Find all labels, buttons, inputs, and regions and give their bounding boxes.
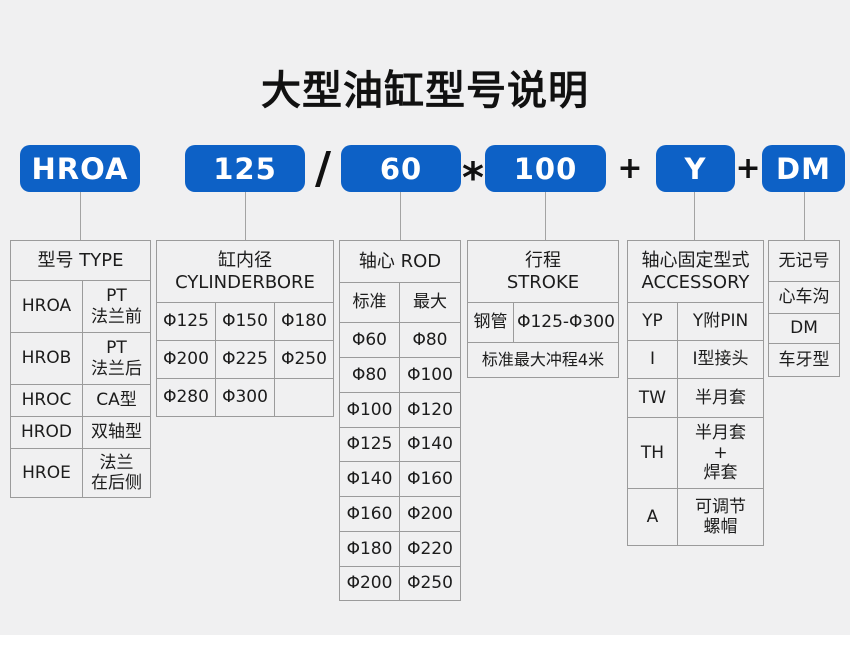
cell: 钢管: [467, 302, 514, 343]
cell: 无记号: [768, 240, 840, 282]
cell: CA型: [82, 384, 151, 417]
cell: I型接头: [677, 340, 764, 379]
cell: HROD: [10, 416, 83, 449]
model-code-badge-rod: 60: [341, 145, 461, 192]
connector-line-type: [80, 192, 81, 240]
rod-table-header: 轴心 ROD: [339, 240, 461, 283]
cell: HROC: [10, 384, 83, 417]
connector-line-accessory: [694, 192, 695, 240]
separator-asterisk: *: [460, 145, 486, 202]
cell: Φ100: [339, 392, 400, 428]
cell: Φ200: [156, 340, 216, 379]
cell: Φ180: [274, 302, 334, 341]
rod-table: 轴心 ROD 标准 最大 Φ60 Φ80 Φ80 Φ100 Φ100 Φ120 …: [339, 240, 461, 601]
cell: 法兰 在后侧: [82, 448, 151, 498]
cell: Φ100: [399, 357, 461, 393]
cell: Φ220: [399, 531, 461, 567]
connector-line-stroke: [545, 192, 546, 240]
accessory-table-header: 轴心固定型式 ACCESSORY: [627, 240, 764, 303]
cell: Φ280: [156, 378, 216, 417]
cell: HROE: [10, 448, 83, 498]
cell: HROB: [10, 332, 83, 385]
cell: Φ250: [399, 566, 461, 601]
cell: Φ200: [339, 566, 400, 601]
cell: 双轴型: [82, 416, 151, 449]
rod-subheader-standard: 标准: [339, 282, 400, 323]
cell: Φ125: [339, 427, 400, 462]
cell: Φ160: [399, 461, 461, 497]
cell: Φ125: [156, 302, 216, 341]
cell: Φ160: [339, 496, 400, 532]
cell: Φ150: [215, 302, 275, 341]
cell: 半月套 + 焊套: [677, 417, 764, 489]
cell: YP: [627, 302, 678, 341]
cell: Φ200: [399, 496, 461, 532]
cell: Φ180: [339, 531, 400, 567]
model-code-badge-bore: 125: [185, 145, 305, 192]
stroke-table-header: 行程 STROKE: [467, 240, 619, 303]
separator-plus-1: +: [617, 151, 643, 186]
page-title: 大型油缸型号说明: [261, 68, 589, 114]
cell: Φ60: [339, 322, 400, 358]
accessory-table: 轴心固定型式 ACCESSORY YP Y附PIN I I型接头 TW 半月套 …: [627, 240, 764, 546]
cell: TH: [627, 417, 678, 489]
cell: HROA: [10, 280, 83, 333]
cell: Φ80: [399, 322, 461, 358]
cell: A: [627, 488, 678, 546]
cell: Φ125-Φ300: [513, 302, 619, 343]
cell: 车牙型: [768, 343, 840, 377]
suffix-table: 无记号 心车沟 DM 车牙型: [768, 240, 840, 377]
type-table-header: 型号 TYPE: [10, 240, 151, 281]
model-code-badge-accessory: Y: [656, 145, 735, 192]
cell: Φ80: [339, 357, 400, 393]
cell: Φ140: [399, 427, 461, 462]
separator-slash: /: [314, 143, 332, 194]
model-code-badge-type: HROA: [20, 145, 140, 192]
asterisk-glyph: *: [462, 153, 484, 202]
cell: 可调节 螺帽: [677, 488, 764, 546]
separator-plus-2: +: [735, 151, 761, 186]
cell: TW: [627, 378, 678, 418]
cell: PT 法兰后: [82, 332, 151, 385]
type-table: 型号 TYPE HROA PT 法兰前 HROB PT 法兰后 HROC CA型…: [10, 240, 151, 498]
bore-table-header: 缸内径 CYLINDERBORE: [156, 240, 334, 303]
cell: Φ120: [399, 392, 461, 428]
stroke-table: 行程 STROKE 钢管 Φ125-Φ300 标准最大冲程4米: [467, 240, 619, 378]
stroke-note: 标准最大冲程4米: [467, 342, 619, 378]
cell: Y附PIN: [677, 302, 764, 341]
cell: Φ300: [215, 378, 275, 417]
cell: 心车沟: [768, 281, 840, 314]
cell: PT 法兰前: [82, 280, 151, 333]
connector-line-suffix: [804, 192, 805, 240]
connector-line-rod: [400, 192, 401, 240]
model-code-badge-suffix: DM: [762, 145, 845, 192]
cell: Φ250: [274, 340, 334, 379]
cell: 半月套: [677, 378, 764, 418]
cell: Φ225: [215, 340, 275, 379]
rod-subheader-max: 最大: [399, 282, 461, 323]
connector-line-bore: [245, 192, 246, 240]
cell: [274, 378, 334, 417]
bore-table: 缸内径 CYLINDERBORE Φ125 Φ150 Φ180 Φ200 Φ22…: [156, 240, 334, 417]
model-code-badge-stroke: 100: [485, 145, 606, 192]
cell: Φ140: [339, 461, 400, 497]
cell: I: [627, 340, 678, 379]
cell: DM: [768, 313, 840, 344]
